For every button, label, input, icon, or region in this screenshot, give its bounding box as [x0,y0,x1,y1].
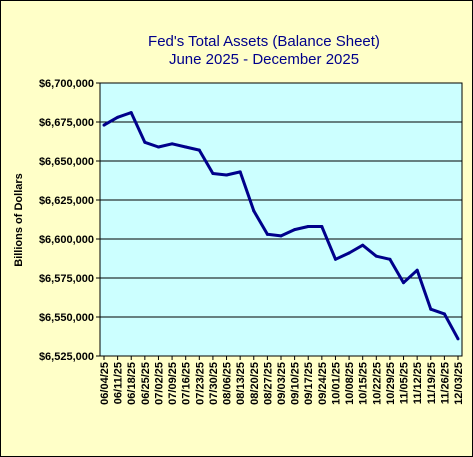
x-tick-label: 06/25/25 [140,362,152,405]
data-point [225,173,229,177]
x-tick-label: 07/02/25 [153,362,165,405]
x-tick-label: 11/19/25 [426,362,438,404]
y-axis-ticks: $6,525,000 $6,550,000 $6,575,000 $6,600,000… [39,78,100,363]
x-tick-label: 09/10/25 [290,362,302,405]
data-point [374,254,378,258]
series-layer [102,111,460,341]
data-point [415,268,419,272]
data-point [347,251,351,255]
plot-area [99,82,463,357]
y-tick-label: $6,525,000 [39,351,94,363]
x-tick-label: 08/20/25 [249,362,261,405]
data-point [456,337,460,341]
data-point [306,225,310,229]
x-tick-label: 10/01/25 [330,362,342,405]
data-point [143,140,147,144]
data-point [293,228,297,232]
x-tick-label: 06/18/25 [126,362,138,405]
x-tick-label: 07/16/25 [181,362,193,405]
x-tick-label: 10/15/25 [358,362,370,405]
data-point [252,209,256,213]
data-point [211,171,215,175]
data-point [361,243,365,247]
y-tick-label: $6,700,000 [39,78,94,90]
data-point [442,312,446,316]
x-tick-label: 08/06/25 [222,362,234,405]
data-point [238,170,242,174]
x-tick-label: 06/04/25 [99,362,111,405]
data-point [429,307,433,311]
x-tick-label: 07/09/25 [167,362,179,405]
x-tick-label: 11/26/25 [439,362,451,404]
x-tick-label: 06/11/25 [113,362,125,404]
x-tick-label: 10/08/25 [344,362,356,405]
x-tick-label: 09/03/25 [276,362,288,405]
x-tick-label: 11/05/25 [399,362,411,404]
x-tick-label: 10/29/25 [385,362,397,405]
data-point [320,225,324,229]
chart-title: Fed's Total Assets (Balance Sheet) [148,33,380,50]
data-point [333,257,337,261]
y-tick-label: $6,600,000 [39,234,94,246]
x-tick-label: 08/27/25 [262,362,274,405]
data-point [197,148,201,152]
data-point [170,142,174,146]
x-tick-label: 11/12/25 [412,362,424,404]
y-tick-label: $6,550,000 [39,312,94,324]
y-tick-label: $6,650,000 [39,156,94,168]
x-axis-ticks: 06/04/25 06/11/25 06/18/25 06/25/25 07/02/25… [99,356,465,405]
data-point [156,145,160,149]
x-tick-label: 10/22/25 [371,362,383,405]
chart-subtitle: June 2025 - December 2025 [169,51,359,68]
data-point [102,123,106,127]
x-tick-label: 12/03/25 [453,362,465,405]
x-tick-label: 09/17/25 [303,362,315,405]
x-tick-label: 07/30/25 [208,362,220,405]
x-tick-label: 07/23/25 [194,362,206,405]
x-tick-label: 08/13/25 [235,362,247,405]
data-point [116,115,120,119]
y-axis-title: Billions of Dollars [13,173,25,267]
y-tick-label: $6,625,000 [39,195,94,207]
data-point [129,111,133,115]
data-point [184,145,188,149]
data-point [265,232,269,236]
y-tick-label: $6,675,000 [39,117,94,129]
data-point [279,234,283,238]
data-point [388,257,392,261]
y-tick-label: $6,575,000 [39,273,94,285]
x-tick-label: 09/24/25 [317,362,329,405]
data-point [402,281,406,285]
